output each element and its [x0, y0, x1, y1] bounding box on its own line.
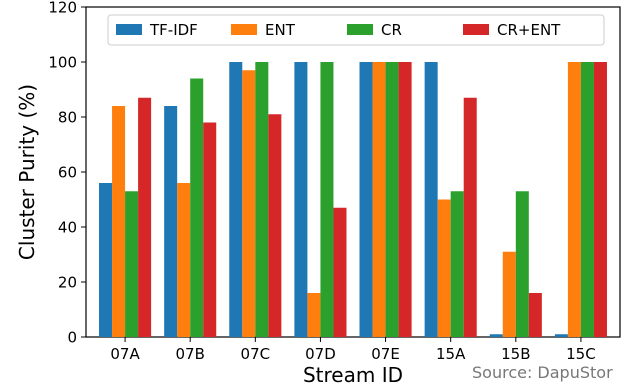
legend-label: CR+ENT: [497, 21, 561, 39]
bar-ent-07c: [242, 70, 256, 337]
y-axis: 0 20 40 60 80 100 120: [48, 0, 86, 347]
bar-ent-15a: [437, 199, 451, 337]
legend-swatch-cr-ent: [463, 24, 489, 35]
bar-cr-ent-07a: [138, 97, 152, 337]
bar-cr-ent-15a: [463, 97, 477, 337]
x-tick-label: 07D: [305, 345, 336, 363]
y-tick-label: 80: [58, 109, 77, 127]
bar-cr-ent-07d: [333, 207, 347, 337]
x-tick-label: 07E: [371, 345, 400, 363]
bar-tf-idf-15b: [489, 334, 503, 337]
x-tick-label: 15B: [501, 345, 530, 363]
bar-tf-idf-07c: [229, 62, 243, 337]
bar-tf-idf-07d: [294, 62, 308, 337]
y-tick-label: 120: [48, 0, 77, 17]
x-axis-label: Stream ID: [303, 363, 403, 386]
bar-ent-07d: [307, 293, 321, 337]
source-note: Source: DapuStor: [472, 363, 613, 382]
y-tick-label: 60: [58, 164, 77, 182]
bar-cr-07c: [255, 62, 269, 337]
bar-ent-07e: [372, 62, 386, 337]
bar-ent-07a: [112, 106, 126, 337]
bar-cr-07d: [320, 62, 334, 337]
bar-cr-ent-07b: [203, 122, 217, 337]
bar-tf-idf-07a: [99, 183, 113, 337]
bar-tf-idf-15a: [424, 62, 438, 337]
bar-cr-ent-15b: [528, 293, 542, 337]
bar-cr-07b: [190, 78, 204, 337]
bar-cr-ent-15c: [593, 62, 607, 337]
bar-ent-07b: [177, 183, 191, 337]
legend: TF-IDF ENT CR CR+ENT: [107, 14, 605, 46]
bar-tf-idf-07e: [359, 62, 373, 337]
y-tick-label: 0: [67, 329, 77, 347]
bar-cr-15c: [580, 62, 594, 337]
legend-label: CR: [381, 21, 402, 39]
legend-swatch-tf-idf: [116, 24, 142, 35]
y-tick-label: 40: [58, 219, 77, 237]
x-tick-label: 15C: [566, 345, 596, 363]
legend-label: ENT: [265, 21, 296, 39]
bar-cr-15b: [515, 191, 529, 337]
bar-tf-idf-07b: [164, 106, 178, 337]
bar-cr-ent-07c: [268, 114, 282, 337]
x-tick-label: 07A: [110, 345, 140, 363]
legend-swatch-ent: [231, 24, 257, 35]
bar-ent-15c: [567, 62, 581, 337]
bar-cr-07e: [385, 62, 399, 337]
y-axis-label: Cluster Purity (%): [15, 84, 39, 260]
x-axis: 07A 07B 07C 07D 07E 15A 15B 15C: [110, 337, 596, 363]
bar-cr-15a: [450, 191, 464, 337]
x-tick-label: 07B: [175, 345, 204, 363]
bar-cr-07a: [125, 191, 139, 337]
legend-label: TF-IDF: [149, 21, 198, 39]
legend-swatch-cr: [347, 24, 373, 35]
bar-ent-15b: [502, 251, 516, 337]
y-tick-label: 100: [48, 54, 77, 72]
bars-layer: [99, 62, 607, 337]
x-tick-label: 15A: [436, 345, 466, 363]
y-tick-label: 20: [58, 274, 77, 292]
bar-tf-idf-15c: [554, 334, 568, 337]
bar-cr-ent-07e: [398, 62, 412, 337]
x-tick-label: 07C: [241, 345, 271, 363]
